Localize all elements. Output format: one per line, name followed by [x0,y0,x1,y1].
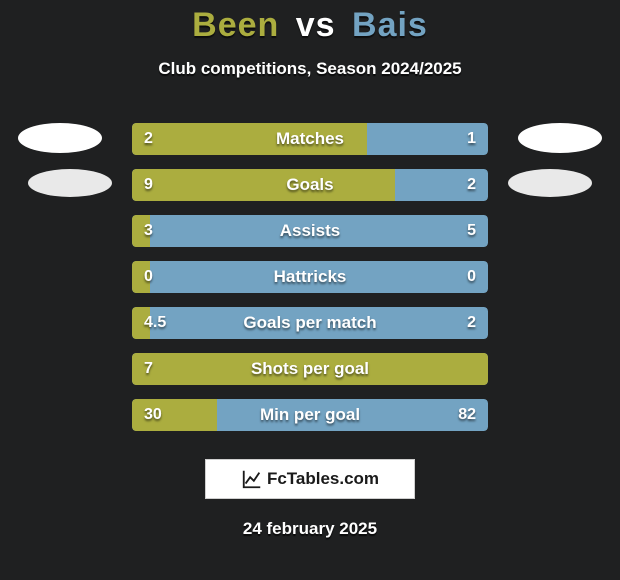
stat-fill [132,169,395,201]
player1-badge-icon [18,123,102,153]
title-vs: vs [296,6,336,44]
player1-badge2-icon [28,169,112,197]
stat-row: 7Shots per goal [132,353,488,385]
stat-row: 3082Min per goal [132,399,488,431]
brand-chart-icon [241,468,263,490]
player2-badge-icon [518,123,602,153]
stat-track [132,261,488,293]
comparison-chart: 21Matches 92Goals 35Assists 00Hattricks 4.52… [0,123,620,431]
stat-fill [132,261,150,293]
stat-rows: 21Matches 92Goals 35Assists 00Hattricks 4.52… [132,123,488,431]
stat-fill [132,215,150,247]
stat-fill [132,399,217,431]
stat-row: 4.52Goals per match [132,307,488,339]
date-label: 24 february 2025 [0,519,620,539]
brand-badge: FcTables.com [205,459,415,499]
subtitle: Club competitions, Season 2024/2025 [0,59,620,79]
stat-track [132,307,488,339]
player2-badge2-icon [508,169,592,197]
stat-fill [132,353,488,385]
stat-row: 21Matches [132,123,488,155]
page-title: Been vs Bais [0,0,620,45]
brand-text: FcTables.com [267,469,379,489]
title-player1: Been [192,6,279,44]
title-player2: Bais [352,6,428,44]
stat-fill [132,307,150,339]
stat-row: 35Assists [132,215,488,247]
stat-row: 00Hattricks [132,261,488,293]
stat-track [132,215,488,247]
stat-row: 92Goals [132,169,488,201]
stat-fill [132,123,367,155]
